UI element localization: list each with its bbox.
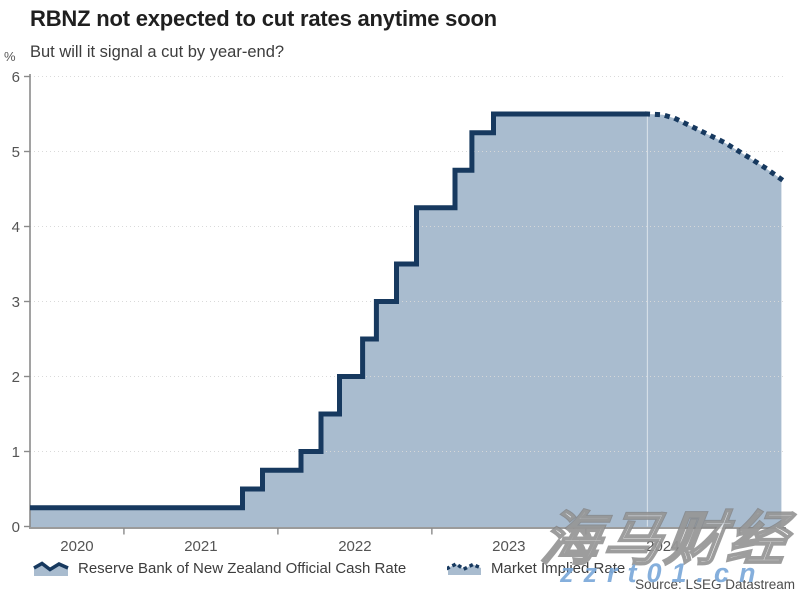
chart-title: RBNZ not expected to cut rates anytime s… [30,6,497,31]
x-tick-label-2023: 2023 [492,538,525,555]
x-tick-label-2021: 2021 [184,538,217,555]
y-tick-label-6: 6 [12,69,20,86]
source-attribution: Source: LSEG Datastream [635,577,795,592]
rate-area-fill [30,114,782,528]
official-cash-rate-line [30,111,648,511]
market-implied-rate-line [644,111,785,183]
area-series-icon [33,561,69,576]
y-tick-label-0: 0 [12,519,20,536]
legend-item-official-cash-rate: Reserve Bank of New Zealand Official Cas… [33,557,406,579]
y-tick-label-5: 5 [12,144,20,161]
legend-label-market-implied-rate: Market Implied Rate [491,559,626,577]
y-tick-label-4: 4 [12,219,20,236]
watermark-site-url: zzrt01.cn [560,558,766,588]
x-tick-label-2020: 2020 [60,538,93,555]
dotted-series-icon [447,561,482,575]
x-tick-label-2024: 2024 [646,538,679,555]
legend-item-market-implied-rate: Market Implied Rate [447,557,625,579]
legend-label-official-cash-rate: Reserve Bank of New Zealand Official Cas… [78,559,407,577]
y-axis-unit-label: % [4,49,16,64]
y-tick-label-2: 2 [12,369,20,386]
y-tick-label-1: 1 [12,444,20,461]
y-tick-label-3: 3 [12,294,20,311]
chart-subtitle: But will it signal a cut by year-end? [30,43,285,61]
x-tick-label-2022: 2022 [338,538,371,555]
